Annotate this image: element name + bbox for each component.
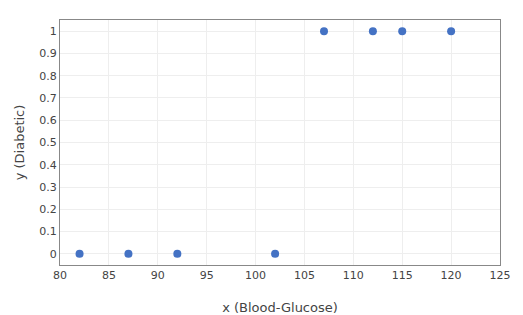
svg-text:y (Diabetic): y (Diabetic) [12, 105, 27, 181]
svg-text:80: 80 [53, 269, 67, 282]
svg-text:0.8: 0.8 [39, 70, 57, 83]
svg-text:115: 115 [392, 269, 413, 282]
svg-text:0.6: 0.6 [39, 114, 57, 127]
svg-text:85: 85 [102, 269, 116, 282]
svg-text:0.4: 0.4 [39, 159, 57, 172]
svg-text:95: 95 [200, 269, 214, 282]
svg-text:0.2: 0.2 [39, 203, 57, 216]
svg-text:0.7: 0.7 [39, 92, 57, 105]
svg-text:0.3: 0.3 [39, 181, 57, 194]
svg-text:120: 120 [441, 269, 462, 282]
svg-text:0.9: 0.9 [39, 47, 57, 60]
svg-text:110: 110 [343, 269, 364, 282]
svg-text:0.5: 0.5 [39, 136, 57, 149]
svg-text:1: 1 [50, 25, 57, 38]
svg-text:0.1: 0.1 [39, 225, 57, 238]
svg-text:100: 100 [245, 269, 266, 282]
svg-text:90: 90 [151, 269, 165, 282]
svg-text:125: 125 [490, 269, 511, 282]
svg-text:0: 0 [50, 248, 57, 261]
svg-text:x (Blood-Glucose): x (Blood-Glucose) [222, 300, 338, 315]
svg-text:105: 105 [294, 269, 315, 282]
